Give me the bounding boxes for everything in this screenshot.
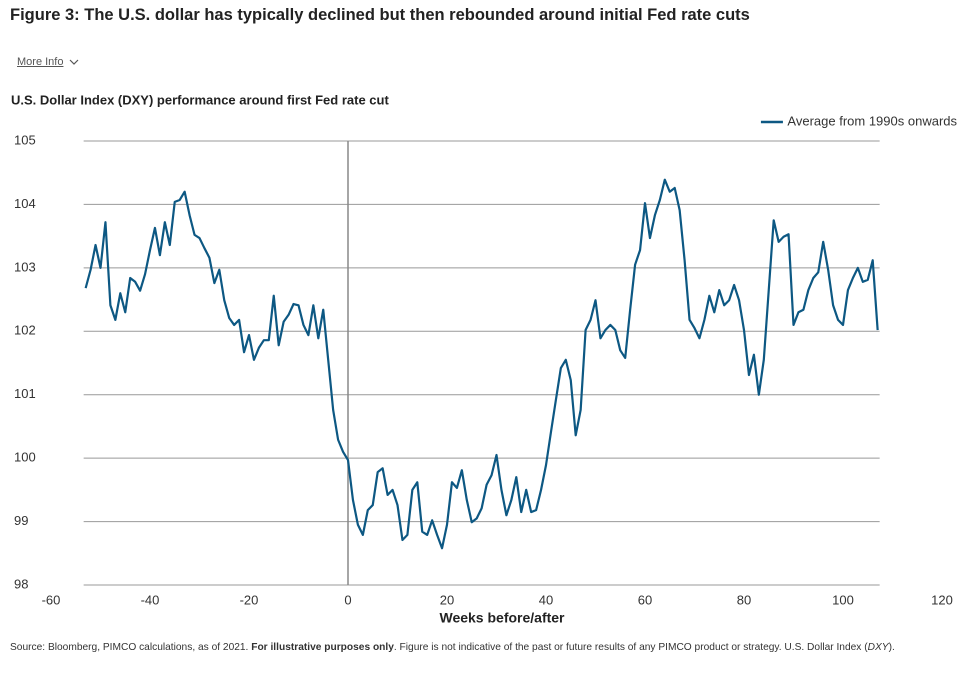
footnote-italic: DXY	[867, 642, 889, 653]
more-info[interactable]: More Info	[17, 56, 79, 68]
y-tick-label: 99	[14, 513, 28, 528]
x-axis-label: Weeks before/after	[439, 610, 565, 626]
footnote-text: Source: Bloomberg, PIMCO calculations, a…	[10, 642, 252, 653]
y-tick-label: 104	[14, 196, 36, 211]
x-tick-label: -40	[141, 592, 160, 607]
legend-label: Average from 1990s onwards	[787, 113, 957, 128]
series-line	[84, 178, 879, 550]
page-title: Figure 3: The U.S. dollar has typically …	[10, 6, 750, 24]
x-tick-label: 60	[638, 592, 652, 607]
x-tick-label: -20	[240, 592, 259, 607]
chart: U.S. Dollar Index (DXY) performance arou…	[11, 92, 957, 626]
y-tick-label: 100	[14, 450, 36, 465]
footnote-text: ).	[888, 642, 895, 653]
chart-title: U.S. Dollar Index (DXY) performance arou…	[11, 92, 389, 107]
more-info-label[interactable]: More Info	[17, 56, 64, 68]
chevron[interactable]	[69, 59, 79, 66]
x-tick-label: 20	[440, 592, 454, 607]
x-tick-label: 120	[931, 592, 953, 607]
footnote-bold: For illustrative purposes only	[251, 642, 394, 653]
y-tick-label: 102	[14, 323, 36, 338]
y-tick-label: 98	[14, 576, 28, 591]
x-tick-label: -60	[42, 592, 61, 607]
y-tick-label: 103	[14, 259, 36, 274]
x-tick-label: 0	[344, 592, 351, 607]
x-tick-label: 40	[539, 592, 553, 607]
y-tick-label: 105	[14, 132, 36, 147]
x-tick-label: 80	[737, 592, 751, 607]
footnote: Source: Bloomberg, PIMCO calculations, a…	[10, 642, 895, 653]
footnote-text: . Figure is not indicative of the past o…	[393, 642, 868, 653]
y-tick-label: 101	[14, 386, 36, 401]
x-tick-label: 100	[832, 592, 854, 607]
